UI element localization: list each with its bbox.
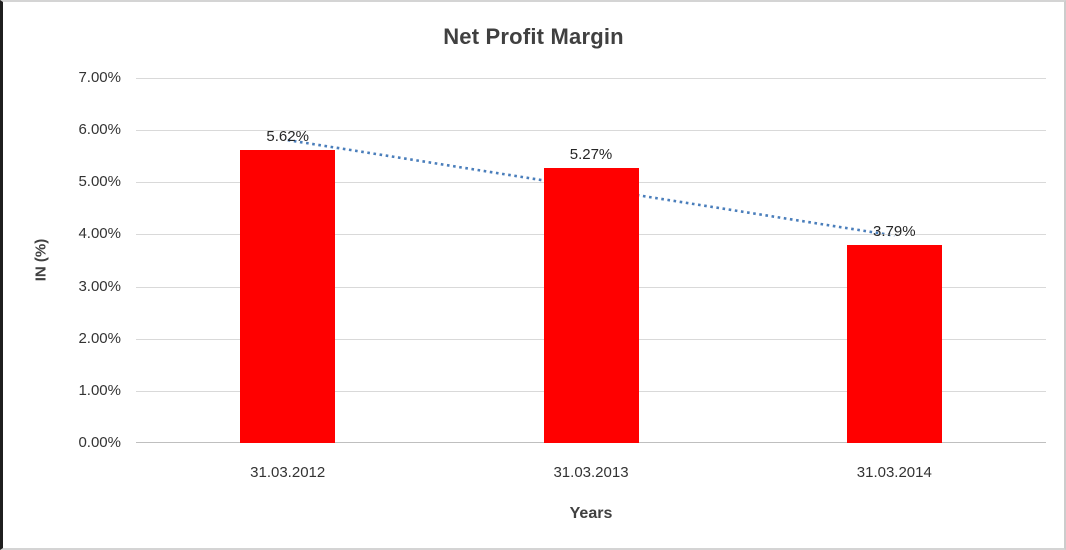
bar [240, 150, 336, 443]
bar [846, 245, 942, 443]
bar [543, 168, 639, 443]
y-tick-label: 2.00% [78, 329, 121, 347]
y-tick-label: 5.00% [78, 173, 121, 191]
y-tick-label: 6.00% [78, 121, 121, 139]
gridline [136, 130, 1046, 132]
bar-data-label: 3.79% [873, 223, 916, 241]
y-tick-label: 0.00% [78, 434, 121, 451]
y-axis-title: IN (%) [32, 238, 50, 282]
gridline [136, 78, 1046, 79]
bar-data-label: 5.62% [266, 128, 309, 145]
y-tick-label: 4.00% [78, 225, 121, 243]
x-tick-label: 31.03.2013 [553, 464, 629, 481]
chart-title: Net Profit Margin [443, 24, 624, 49]
y-tick-label: 3.00% [78, 277, 121, 295]
x-tick-label: 31.03.2014 [856, 464, 932, 481]
y-tick-label: 1.00% [78, 381, 121, 399]
x-tick-label: 31.03.2012 [250, 464, 326, 481]
plot-area: 5.62% 5.27% 3.79% [136, 78, 1046, 443]
y-tick-label: 7.00% [78, 69, 121, 86]
x-axis-title: Years [569, 505, 613, 522]
bar-data-label: 5.27% [569, 146, 613, 164]
